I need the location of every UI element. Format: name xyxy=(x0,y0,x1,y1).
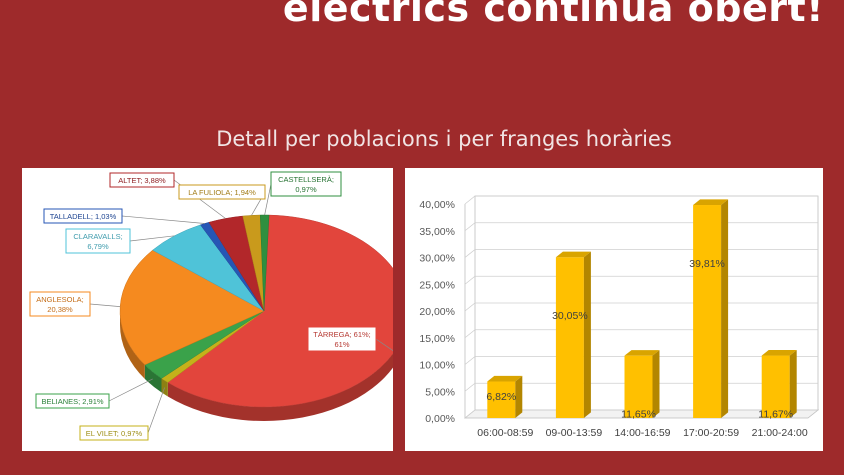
pie-slice-label: TALLADELL; 1,03% xyxy=(50,212,117,221)
bar-side xyxy=(789,349,797,418)
pie-slice-label: TÀRREGA; 61%; 61% xyxy=(313,330,371,349)
pie-slice-label: CLARAVALLS; 6,79% xyxy=(73,232,122,251)
pie-label-box xyxy=(109,172,175,188)
bar-chart-panel: 0,00% 5,00% 10,00% 15,00% 20,00% 25,00% 30,00%… xyxy=(405,168,823,451)
bar xyxy=(555,251,591,418)
bar xyxy=(761,349,797,418)
bar-side xyxy=(721,199,729,418)
pie-leader-line xyxy=(108,378,153,402)
bars: 6,82% 06:00-08:59 30,05% 09-00-13:59 11,65% 1… xyxy=(477,199,808,439)
bar-value-label: 6,82% xyxy=(486,391,516,403)
pie-chart-panel: TÀRREGA; 61%; 61% EL VILET; 0,97% BELIANES;… xyxy=(22,168,409,451)
y-tick-label: 35,00% xyxy=(419,226,455,238)
bar-side xyxy=(583,251,591,418)
pie-label-box xyxy=(65,228,131,254)
y-tick-label: 25,00% xyxy=(419,279,455,291)
bar-top xyxy=(555,251,591,258)
y-tick-label: 40,00% xyxy=(419,199,455,211)
pie-leader-line xyxy=(147,387,165,434)
x-tick-label: 14:00-16:59 xyxy=(614,427,670,439)
bar-value-label: 30,05% xyxy=(552,310,588,322)
x-tick-label: 09-00-13:59 xyxy=(546,427,603,439)
pie-label-box xyxy=(35,393,110,409)
pie-slice-side xyxy=(144,364,162,393)
pie-depth xyxy=(120,311,409,422)
y-tick-label: 10,00% xyxy=(419,360,455,372)
bar xyxy=(693,199,729,418)
pie-leader-line xyxy=(129,235,175,242)
bar-front xyxy=(693,205,722,418)
bar-front xyxy=(555,257,584,418)
bar-value-label: 11,65% xyxy=(621,409,656,421)
pie-label-box xyxy=(307,326,377,352)
bar-front xyxy=(487,381,516,418)
headline: elèctrics continua obert! xyxy=(282,0,824,30)
bar-value-label: 39,81% xyxy=(689,258,725,270)
y-tick-label: 15,00% xyxy=(419,333,455,345)
x-tick-label: 21:00-24:00 xyxy=(752,427,808,439)
pie-label-box xyxy=(270,171,342,197)
bar-side xyxy=(652,350,660,418)
chart-subtitle: Detall per poblacions i per franges horà… xyxy=(216,127,672,151)
bar xyxy=(624,350,660,418)
y-tick-label: 5,00% xyxy=(425,386,455,398)
pie-label-box xyxy=(29,291,91,317)
pie-labels: TÀRREGA; 61%; 61% EL VILET; 0,97% BELIANES;… xyxy=(29,171,398,441)
y-tick-label: 30,00% xyxy=(419,253,455,265)
pie-slice-label: BELIANES; 2,91% xyxy=(41,397,103,406)
pie-slice xyxy=(119,249,265,366)
bar-front xyxy=(761,355,790,418)
pie-slice-side xyxy=(120,311,145,379)
pie-slice-label: EL VILET; 0,97% xyxy=(86,429,143,438)
pie-label-box xyxy=(178,184,266,200)
y-tick-label: 20,00% xyxy=(419,306,455,318)
bar-top xyxy=(487,375,523,382)
pie-leader-line xyxy=(89,303,121,307)
y-tick-label: 0,00% xyxy=(425,413,455,425)
pie-slices xyxy=(119,214,409,408)
bar xyxy=(487,375,523,418)
pie-slice-label: ANGLESOLA; 20,38% xyxy=(36,295,84,314)
gridline xyxy=(464,195,818,205)
bar-chart: 0,00% 5,00% 10,00% 15,00% 20,00% 25,00% 30,00%… xyxy=(419,195,820,439)
bar-top xyxy=(693,199,729,206)
pie-slice-side xyxy=(167,311,409,422)
bar-side xyxy=(515,375,523,418)
pie-leader-line xyxy=(121,215,205,224)
x-tick-label: 17:00-20:59 xyxy=(683,427,739,439)
pie-leader-line xyxy=(264,183,272,216)
pie-label-box xyxy=(43,208,123,224)
bar-value-label: 11,67% xyxy=(758,409,793,421)
pie-slice-label: ALTET; 3,88% xyxy=(118,176,166,185)
y-axis: 0,00% 5,00% 10,00% 15,00% 20,00% 25,00% 30,00%… xyxy=(419,195,818,425)
pie-slice-label: LA FULIOLA; 1,94% xyxy=(188,188,256,197)
pie-chart: TÀRREGA; 61%; 61% EL VILET; 0,97% BELIANES;… xyxy=(29,171,409,441)
pie-slice-label: CASTELLSERÀ; 0,97% xyxy=(278,175,334,194)
bar-top xyxy=(624,350,660,356)
pie-label-box xyxy=(79,425,149,441)
bar-top xyxy=(761,349,797,356)
x-tick-label: 06:00-08:59 xyxy=(477,427,533,439)
bar-front xyxy=(624,355,653,418)
